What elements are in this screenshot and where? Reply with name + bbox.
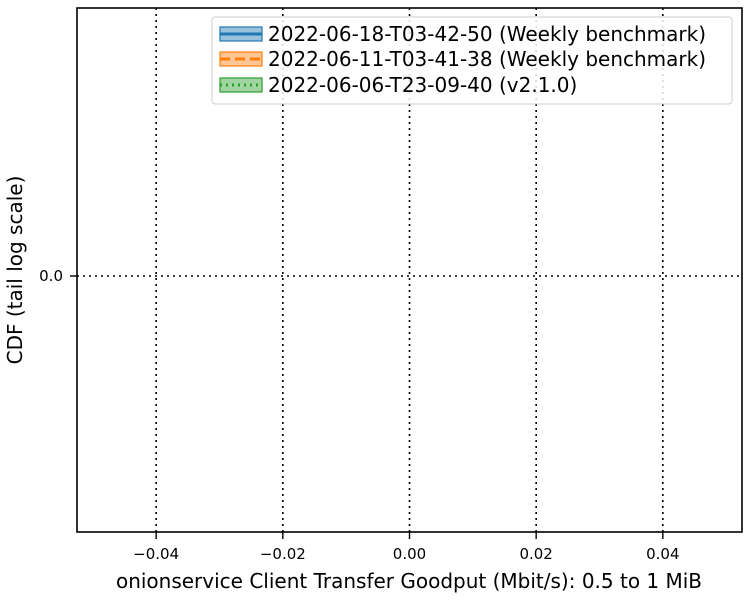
legend-entry-label: 2022-06-11-T03-41-38 (Weekly benchmark) [268,47,706,71]
legend-entries: 2022-06-18-T03-42-50 (Weekly benchmark)2… [219,22,706,97]
legend-box [211,16,733,105]
x-tick-label: 0.00 [393,545,426,563]
legend-entry-label: 2022-06-18-T03-42-50 (Weekly benchmark) [268,22,706,46]
x-tick-label: 0.04 [646,545,679,563]
x-tick-label: −0.04 [133,545,179,563]
x-axis-label: onionservice Client Transfer Goodput (Mb… [116,569,702,593]
legend: 2022-06-18-T03-42-50 (Weekly benchmark)2… [211,16,733,105]
x-tick-label: −0.02 [260,545,306,563]
y-tick-label: 0.0 [39,267,63,285]
y-axis-label: CDF (tail log scale) [3,176,27,365]
legend-entry-label: 2022-06-06-T23-09-40 (v2.1.0) [268,73,577,97]
tick-layer: −0.04 −0.02 0.00 0.02 0.04 0.0 [39,267,679,563]
x-tick-label: 0.02 [519,545,552,563]
